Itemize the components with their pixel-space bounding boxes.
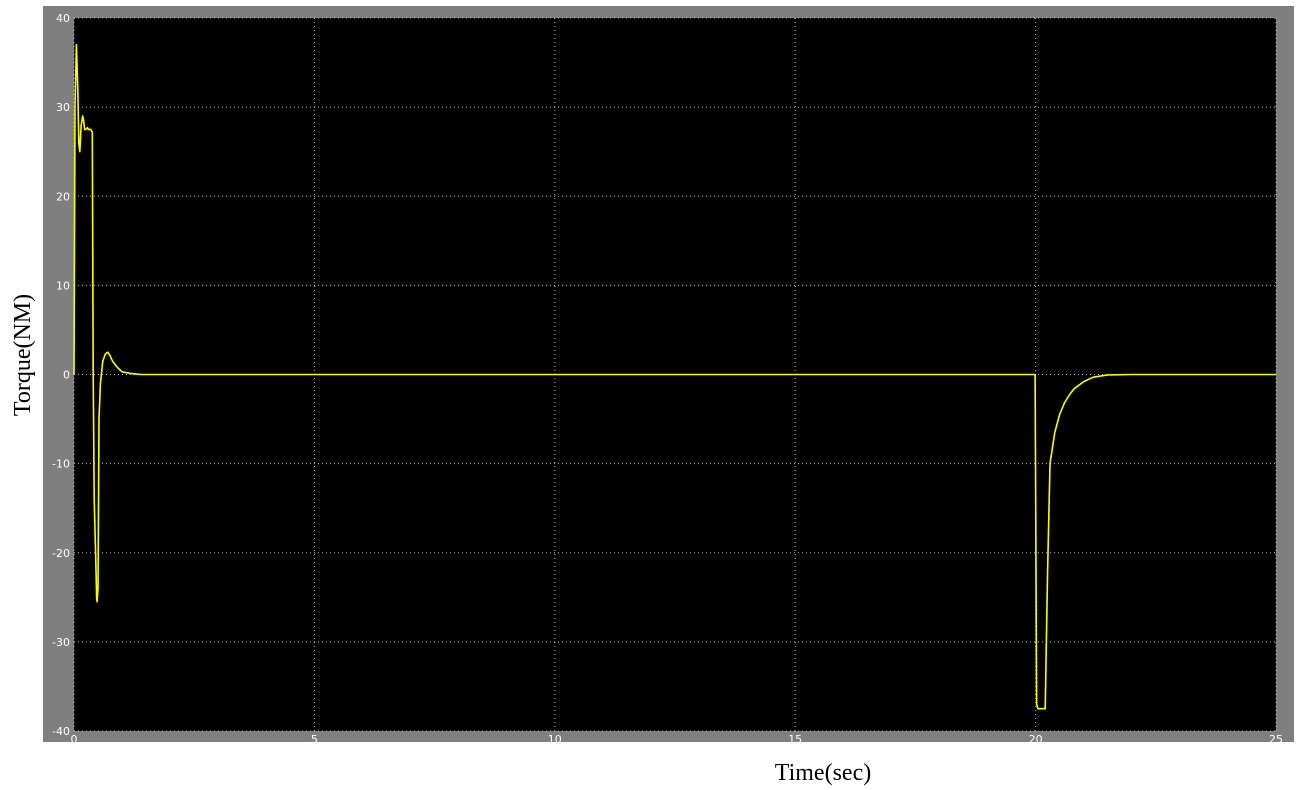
y-axis-label: Torque(NM) [10, 294, 36, 416]
torque-series-line [73, 43, 1276, 710]
x-tick-label: 5 [311, 733, 318, 746]
x-tick-label: 15 [788, 733, 802, 746]
y-tick-labels: -40 -30 -20 -10 0 10 20 30 40 [52, 12, 70, 738]
y-tick-label: -10 [52, 458, 70, 471]
x-tick-label: 10 [548, 733, 562, 746]
y-tick-label: 0 [63, 369, 70, 382]
x-tick-labels: 0 5 10 15 20 25 [71, 733, 1284, 746]
x-tick-label: 20 [1029, 733, 1043, 746]
y-tick-label: -20 [52, 547, 70, 560]
x-tick-label: 0 [71, 733, 78, 746]
y-tick-label: -30 [52, 636, 70, 649]
series-layer [73, 43, 1276, 710]
y-tick-label: 30 [56, 101, 70, 114]
y-tick-label: 40 [56, 12, 70, 25]
x-tick-label: 25 [1269, 733, 1283, 746]
x-axis-label: Time(sec) [775, 760, 871, 786]
y-tick-label: -40 [52, 725, 70, 738]
y-tick-label: 20 [56, 190, 70, 203]
y-tick-label: 10 [56, 279, 70, 292]
